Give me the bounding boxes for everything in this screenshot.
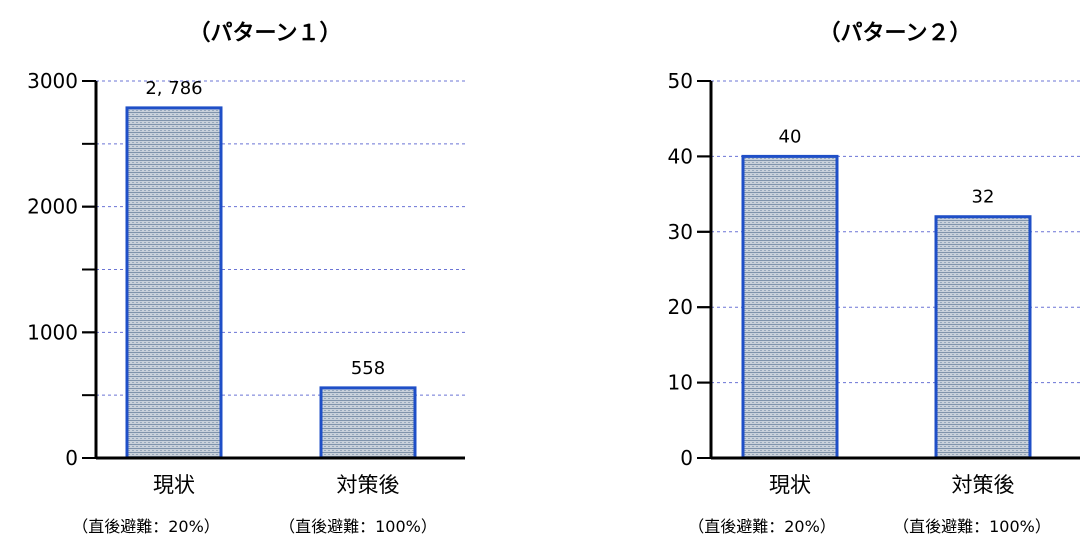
chart-pattern-1: （パターン１） 2, 786 558 0 1000 2000 3000 現状 （直後避難：20%… [27,21,465,536]
y-tick-label: 30 [668,220,693,244]
category-label: 現状 [153,473,195,497]
y-tick-label: 50 [668,69,693,93]
y-tick-label: 20 [668,295,693,319]
data-label: 558 [351,358,385,379]
category-label: 現状 [769,473,811,497]
y-tick-label: 1000 [27,320,78,344]
chart-title: （パターン２） [819,21,972,46]
bar [125,106,223,460]
category-label: 対策後 [952,473,1015,497]
category-label: 対策後 [337,473,400,497]
bar [319,386,417,460]
chart-title: （パターン１） [189,21,342,46]
bar [741,154,839,460]
category-note: （直後避難：100%） [893,517,1051,536]
y-tick-label: 0 [680,446,693,470]
y-tick-label: 10 [668,371,693,395]
data-label: 40 [779,126,802,147]
category-note: （直後避難：100%） [279,517,437,536]
y-tick-label: 3000 [27,69,78,93]
y-tick-label: 40 [668,144,693,168]
category-note: （直後避難：20%） [72,517,220,536]
y-tick-label: 2000 [27,195,78,219]
category-note: （直後避難：20%） [688,517,836,536]
data-label: 32 [972,187,995,208]
y-tick-label: 0 [65,446,78,470]
chart-pattern-2: （パターン２） 40 32 0 10 20 30 40 50 現状 （直後避難：20%） 対策後 （直後… [668,21,1080,536]
data-label: 2, 786 [145,78,202,99]
bar [934,215,1032,460]
